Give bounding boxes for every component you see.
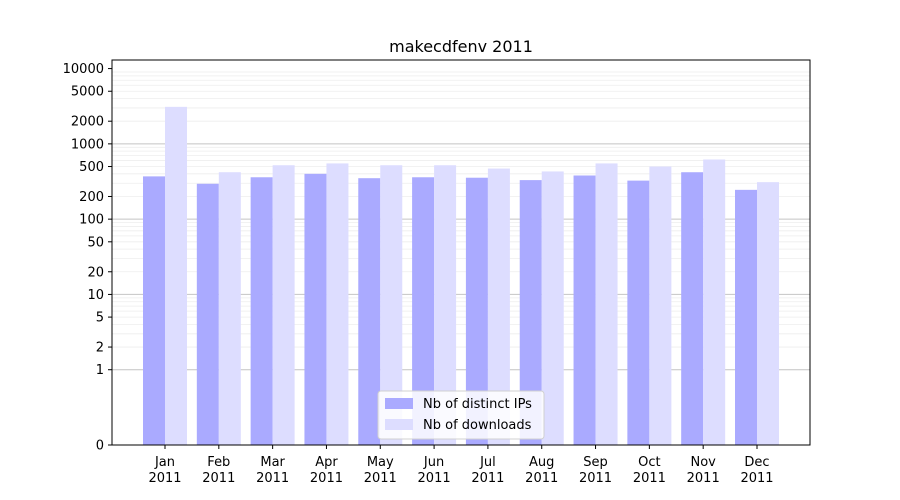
x-tick-label-year: 2011 <box>148 471 181 486</box>
bar-nb-of-distinct-ips-2 <box>196 183 219 445</box>
x-tick-label-year: 2011 <box>256 471 289 486</box>
y-tick-label: 2 <box>96 341 104 356</box>
x-tick-label-month: Dec <box>744 455 769 470</box>
x-tick-label-year: 2011 <box>364 471 397 486</box>
bar-nb-of-downloads-5 <box>380 165 403 445</box>
plot-frame <box>111 59 811 446</box>
x-tick-label-month: Jan <box>154 455 175 470</box>
bar-nb-of-distinct-ips-6 <box>412 177 435 446</box>
bar-nb-of-downloads-12 <box>757 182 779 445</box>
legend-swatch <box>385 419 413 430</box>
bar-nb-of-downloads-8 <box>541 171 564 446</box>
bar-nb-of-downloads-7 <box>487 168 510 445</box>
x-tick-label-month: Jun <box>423 455 444 470</box>
x-tick-label-year: 2011 <box>471 471 504 486</box>
x-tick-label: Sep 2011 <box>579 455 612 486</box>
x-tick-label: May 2011 <box>364 455 397 486</box>
x-tick-label: Oct 2011 <box>633 455 666 486</box>
bars-layer <box>143 106 779 446</box>
x-tick-label: Mar 2011 <box>256 455 289 486</box>
x-tick-label-year: 2011 <box>310 471 343 486</box>
bar-nb-of-downloads-10 <box>649 166 672 445</box>
legend-label: Nb of downloads <box>423 418 532 433</box>
x-tick-label-year: 2011 <box>525 471 558 486</box>
bar-nb-of-distinct-ips-11 <box>681 172 704 446</box>
bar-nb-of-downloads-2 <box>218 172 241 446</box>
x-tick-label: Feb 2011 <box>202 455 235 486</box>
y-tick-label: 2000 <box>71 115 104 130</box>
bar-nb-of-distinct-ips-10 <box>627 180 650 445</box>
y-tick-label: 500 <box>79 160 104 175</box>
x-tick-label-month: May <box>367 455 394 470</box>
y-tick-label: 1 <box>96 363 104 378</box>
x-tick-label: Dec 2011 <box>740 455 773 486</box>
x-tick-label-year: 2011 <box>740 471 773 486</box>
bar-nb-of-distinct-ips-4 <box>304 173 327 446</box>
x-tick-label: Apr 2011 <box>310 455 343 486</box>
y-tick-label: 5 <box>96 311 104 326</box>
y-tick-label: 200 <box>79 190 104 205</box>
bar-nb-of-distinct-ips-1 <box>143 176 165 445</box>
x-tick-label-year: 2011 <box>579 471 612 486</box>
y-tick-label: 10000 <box>63 62 104 77</box>
x-tick-label-month: Sep <box>583 455 608 470</box>
x-tick-label-year: 2011 <box>633 471 666 486</box>
y-tick-label: 50 <box>87 235 104 250</box>
x-tick-label: Aug 2011 <box>525 455 558 486</box>
bar-nb-of-distinct-ips-3 <box>250 177 273 446</box>
bar-nb-of-distinct-ips-8 <box>519 180 542 445</box>
x-tick-label-month: Apr <box>315 455 338 470</box>
bar-nb-of-downloads-9 <box>595 163 618 445</box>
y-tick-label: 5000 <box>71 85 104 100</box>
x-tick-label: Jul 2011 <box>471 455 504 486</box>
bar-nb-of-distinct-ips-12 <box>735 189 757 445</box>
x-tick-label: Jan 2011 <box>148 455 181 486</box>
legend: Nb of distinct IPs Nb of downloads <box>377 390 545 440</box>
y-tick-label: 0 <box>96 439 104 454</box>
x-tick-label-month: Jul <box>479 455 496 470</box>
bar-nb-of-downloads-3 <box>272 165 295 445</box>
y-tick-label: 10 <box>87 288 104 303</box>
x-tick-label-month: Mar <box>260 455 285 470</box>
x-tick-label-year: 2011 <box>202 471 235 486</box>
x-tick-label-month: Nov <box>690 455 716 470</box>
x-tick-label: Nov 2011 <box>687 455 720 486</box>
bar-nb-of-downloads-6 <box>434 165 457 445</box>
x-tick-label-year: 2011 <box>418 471 451 486</box>
bar-nb-of-distinct-ips-5 <box>358 178 381 445</box>
x-tick-label-month: Feb <box>207 455 230 470</box>
bar-nb-of-downloads-1 <box>165 106 187 445</box>
bar-nb-of-downloads-4 <box>326 163 349 445</box>
legend-swatch <box>385 398 413 409</box>
legend-label: Nb of distinct IPs <box>423 397 532 412</box>
legend-box <box>377 390 545 440</box>
y-tick-label: 1000 <box>71 137 104 152</box>
x-tick-label-month: Aug <box>529 455 554 470</box>
y-tick-label: 20 <box>87 265 104 280</box>
x-tick-label: Jun 2011 <box>418 455 451 486</box>
x-tick-label-month: Oct <box>638 455 660 470</box>
y-tick-label: 100 <box>79 213 104 228</box>
bar-nb-of-distinct-ips-7 <box>465 177 488 445</box>
chart-title: makecdfenv 2011 <box>389 37 533 56</box>
bar-nb-of-downloads-11 <box>703 159 726 445</box>
x-tick-label-year: 2011 <box>687 471 720 486</box>
bar-nb-of-distinct-ips-9 <box>573 175 596 446</box>
